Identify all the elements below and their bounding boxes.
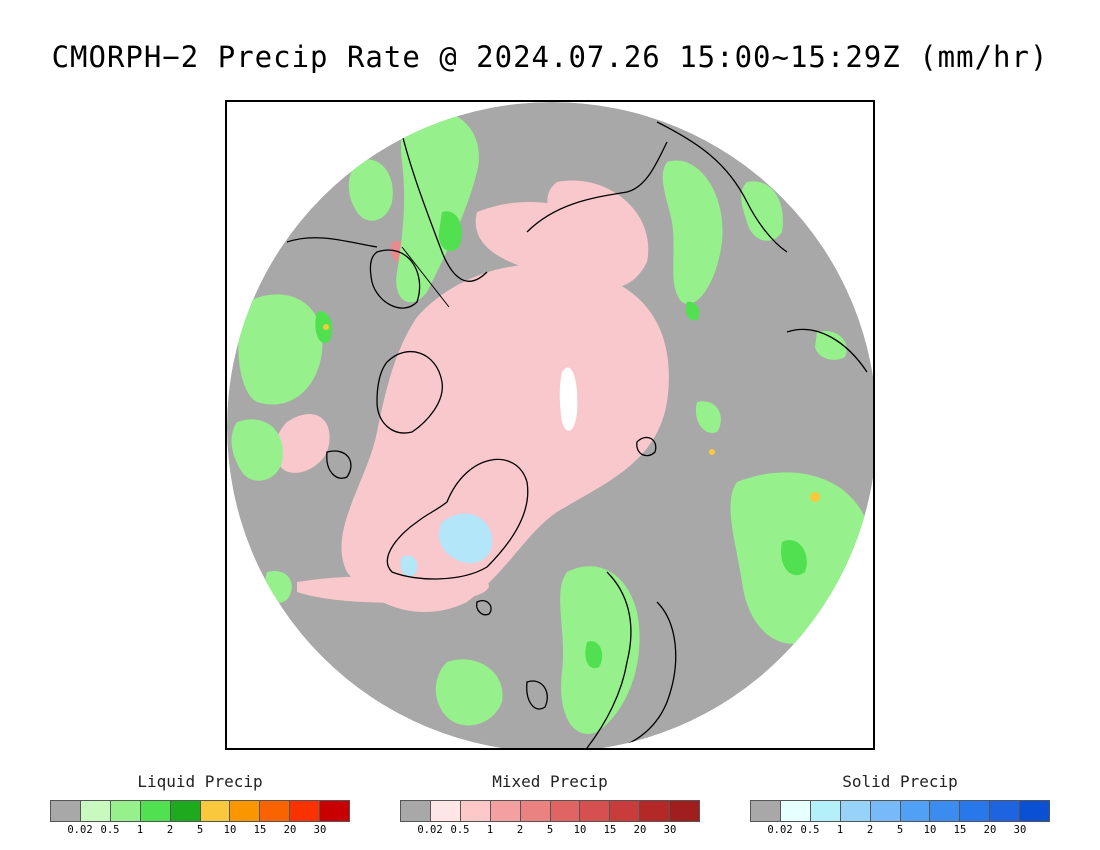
legend-title: Solid Precip: [842, 772, 958, 791]
legend-swatch: [840, 801, 871, 821]
legend-tick-label: 30: [313, 824, 327, 836]
legend-tick-label: 5: [546, 824, 554, 836]
legend-tick-label: 0.02: [767, 824, 793, 836]
legend-title: Mixed Precip: [492, 772, 608, 791]
legend-swatch: [640, 801, 671, 821]
legend-swatch: [670, 801, 700, 821]
legend-tick-label: 0.5: [100, 824, 120, 836]
legend-tick-label: 2: [166, 824, 174, 836]
legend-tick-label: 1: [486, 824, 494, 836]
legend-tick-label: 5: [896, 824, 904, 836]
pole-gap: [559, 367, 578, 431]
liquid-precip-intense: [323, 324, 820, 502]
legend-swatch: [870, 801, 901, 821]
legend-swatch: [51, 801, 81, 821]
legend-tick-label: 10: [923, 824, 937, 836]
legend-tick-label: 0.02: [67, 824, 93, 836]
legend-swatch: [960, 801, 991, 821]
legend-mixed: Mixed Precip 0.02 0.5 1 2 5 10 15 20 30: [400, 772, 700, 838]
legend-ticks: 0.02 0.5 1 2 5 10 15 20 30: [750, 824, 1050, 838]
legend-tick-label: 20: [283, 824, 297, 836]
legend-swatch: [260, 801, 291, 821]
legend-swatch: [110, 801, 141, 821]
legend-tick-label: 30: [663, 824, 677, 836]
legend-tick-label: 15: [253, 824, 267, 836]
legend-swatch: [490, 801, 521, 821]
legend-tick-label: 0.5: [800, 824, 820, 836]
legend-swatch: [430, 801, 461, 821]
legend-swatch: [990, 801, 1021, 821]
legend-tick-label: 20: [633, 824, 647, 836]
legend-swatch: [290, 801, 321, 821]
legend-tick-label: 0.5: [450, 824, 470, 836]
legend-ticks: 0.02 0.5 1 2 5 10 15 20 30: [400, 824, 700, 838]
legend-swatch: [520, 801, 551, 821]
legend-swatch: [401, 801, 431, 821]
map-canvas: [227, 102, 873, 748]
legend-tick-label: 10: [573, 824, 587, 836]
legend-swatch: [580, 801, 611, 821]
legend-tick-label: 10: [223, 824, 237, 836]
legend-swatch: [1020, 801, 1050, 821]
legend-swatches: [750, 800, 1050, 822]
legend-solid: Solid Precip 0.02 0.5 1 2 5 10 15 20 30: [750, 772, 1050, 838]
legend-swatch: [200, 801, 231, 821]
legend-tick-label: 15: [953, 824, 967, 836]
legend-swatch: [320, 801, 350, 821]
legend-swatches: [400, 800, 700, 822]
legend-swatches: [50, 800, 350, 822]
legend-swatch: [80, 801, 111, 821]
legend-tick-label: 0.02: [417, 824, 443, 836]
legend-swatch: [780, 801, 811, 821]
legend-swatch: [610, 801, 641, 821]
legend-liquid: Liquid Precip 0.02 0.5 1 2 5 10 15 20 30: [50, 772, 350, 838]
legend-swatch: [810, 801, 841, 821]
legend-tick-label: 5: [196, 824, 204, 836]
legend-tick-label: 1: [136, 824, 144, 836]
map-title: CMORPH−2 Precip Rate @ 2024.07.26 15:00~…: [51, 40, 1049, 74]
legend-tick-label: 20: [983, 824, 997, 836]
solid-precip-areas: [400, 513, 493, 577]
legend-tick-label: 30: [1013, 824, 1027, 836]
dateline: [401, 246, 450, 308]
legend-swatch: [900, 801, 931, 821]
polar-precip-map: [225, 100, 875, 750]
coastlines: [286, 111, 868, 748]
legend-swatch: [230, 801, 261, 821]
legend-swatch: [550, 801, 581, 821]
legend-tick-label: 2: [516, 824, 524, 836]
legend-title: Liquid Precip: [137, 772, 263, 791]
legend-tick-label: 1: [836, 824, 844, 836]
legend-ticks: 0.02 0.5 1 2 5 10 15 20 30: [50, 824, 350, 838]
legend-swatch: [930, 801, 961, 821]
legend-swatch: [751, 801, 781, 821]
legend-tick-label: 2: [866, 824, 874, 836]
legend-tick-label: 15: [603, 824, 617, 836]
legend-swatch: [140, 801, 171, 821]
legend-swatch: [170, 801, 201, 821]
legend-swatch: [460, 801, 491, 821]
